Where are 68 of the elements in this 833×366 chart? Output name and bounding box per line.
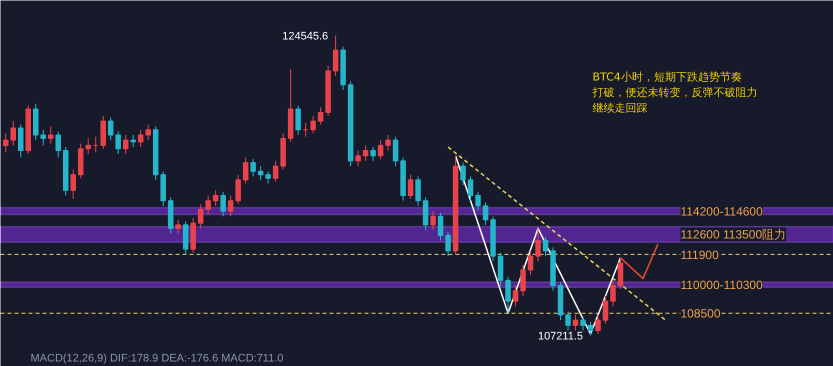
candlestick — [580, 316, 586, 332]
candlestick — [588, 321, 594, 336]
candlestick — [572, 314, 578, 332]
candlestick — [362, 144, 368, 162]
candlestick — [392, 136, 398, 167]
candlestick — [475, 192, 481, 212]
candlestick — [198, 204, 204, 229]
candlestick — [370, 146, 376, 162]
candlestick — [355, 150, 361, 167]
candlestick — [242, 156, 248, 184]
candlestick — [408, 174, 414, 200]
candlestick — [48, 126, 54, 144]
candlestick — [18, 124, 24, 158]
candlestick — [460, 162, 466, 186]
candlestick — [445, 231, 451, 257]
candlestick — [310, 115, 316, 134]
annotation: 124545.6 — [282, 30, 328, 42]
band-label: 112600 113500阻力 — [680, 227, 786, 242]
candlestick — [250, 158, 256, 177]
candlestick — [438, 212, 444, 242]
candlestick — [265, 170, 271, 184]
candlestick — [482, 202, 488, 226]
candlestick — [10, 120, 16, 146]
candlestick — [602, 295, 608, 324]
candlestick — [258, 166, 264, 180]
candlestick — [385, 134, 391, 152]
candlestick — [212, 190, 218, 206]
text: MACD(12,26,9) DIF:178.9 DEA:-176.6 MACD:711.0 — [30, 352, 284, 364]
candlestick — [528, 250, 534, 276]
candlestick — [520, 264, 526, 296]
candlestick — [85, 138, 91, 154]
annotation: 107211.5 — [538, 330, 584, 342]
candlestick — [70, 169, 76, 200]
candlestick — [595, 314, 601, 334]
candlestick — [220, 192, 226, 217]
candlestick — [618, 257, 624, 290]
candlestick — [228, 195, 234, 217]
candlestick — [272, 160, 278, 182]
ref-line-label: 111900 — [680, 248, 720, 262]
ref-line-label: 108500 — [680, 306, 721, 321]
band-label: 110000-110300 — [680, 278, 764, 292]
candlestick — [318, 106, 324, 126]
candlestick — [512, 285, 518, 307]
candlestick — [565, 310, 571, 332]
band-label: 114200-114600 — [680, 204, 764, 219]
annotation: BTC4小时，短期下跌趋势节奏打破，便还未转变，反弹不破阻力继续走回踩 — [592, 70, 758, 115]
candlestick — [378, 140, 384, 160]
candlestick — [138, 129, 144, 148]
candlestick — [415, 176, 421, 206]
candlestick — [610, 280, 616, 307]
candlestick — [175, 219, 181, 234]
candlestick — [468, 176, 474, 202]
candlestick — [332, 35, 338, 77]
candlestick — [542, 236, 548, 257]
candlestick — [130, 134, 136, 148]
candlestick — [108, 117, 114, 141]
candlestick — [3, 132, 8, 153]
candlestick — [145, 124, 151, 141]
candlestick — [505, 276, 511, 314]
candlestick — [55, 130, 61, 158]
candlestick — [535, 228, 541, 262]
candlestick — [122, 134, 128, 154]
candlestick — [295, 105, 301, 136]
candlestick — [205, 195, 211, 216]
candlestick — [430, 210, 436, 231]
candlestick — [235, 174, 241, 205]
candlestick — [115, 130, 121, 154]
candlestick — [40, 129, 46, 146]
